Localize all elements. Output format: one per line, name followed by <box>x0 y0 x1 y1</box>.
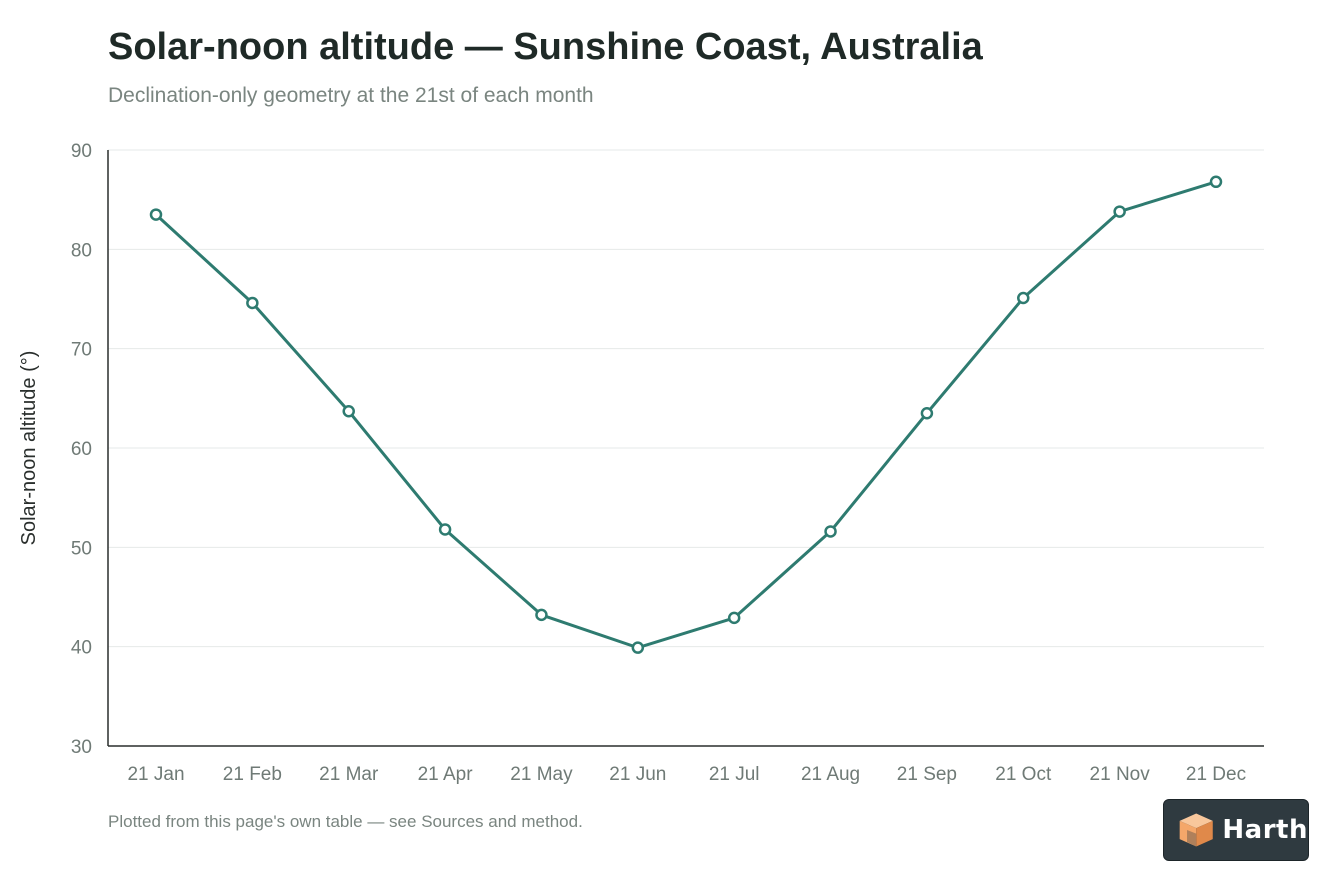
y-axis-title: Solar-noon altitude (°) <box>18 351 40 546</box>
x-tick-label: 21 Jun <box>609 764 666 785</box>
data-point[interactable] <box>727 611 741 625</box>
data-point[interactable] <box>342 404 355 418</box>
x-tick-label: 21 Nov <box>1090 764 1151 785</box>
harth-logo-badge[interactable]: Harth <box>1163 799 1309 861</box>
x-tick-label: 21 Aug <box>801 764 860 785</box>
x-tick-label: 21 Sep <box>897 764 957 785</box>
x-tick-label: 21 Apr <box>418 764 474 785</box>
data-point[interactable] <box>824 525 837 538</box>
x-tick-label: 21 Jan <box>127 764 184 785</box>
cube-logo-icon <box>1179 813 1213 847</box>
y-tick-label: 80 <box>71 240 92 261</box>
axes <box>107 150 1264 747</box>
data-point[interactable] <box>535 608 548 622</box>
data-point[interactable] <box>1113 205 1126 218</box>
data-point[interactable] <box>246 296 259 310</box>
y-tick-label: 40 <box>71 638 92 659</box>
data-point[interactable] <box>920 406 934 420</box>
x-tick-label: 21 Dec <box>1186 764 1246 785</box>
logo-text: Harth <box>1222 815 1308 845</box>
y-tick-label: 70 <box>71 340 92 361</box>
y-tick-label: 30 <box>71 737 92 758</box>
data-point[interactable] <box>631 641 645 654</box>
data-point[interactable] <box>1017 291 1030 305</box>
chart-footnote: Plotted from this page's own table — see… <box>108 812 583 831</box>
x-tick-label: 21 Feb <box>223 764 282 785</box>
tick-labels: 30 40 50 60 70 80 90 21 Jan 21 Feb 21 Mar 21 Apr 21… <box>71 141 1246 785</box>
y-tick-label: 60 <box>71 439 92 460</box>
data-point[interactable] <box>1209 175 1223 189</box>
y-tick-label: 50 <box>71 538 92 559</box>
x-tick-label: 21 Jul <box>709 764 760 785</box>
chart-subtitle: Declination-only geometry at the 21st of… <box>108 84 594 107</box>
data-point[interactable] <box>149 208 163 221</box>
x-tick-label: 21 Oct <box>995 764 1052 785</box>
series-line-group <box>154 180 1217 650</box>
y-tick-label: 90 <box>71 141 92 162</box>
chart-title: Solar-noon altitude — Sunshine Coast, Au… <box>108 26 983 68</box>
data-points <box>149 175 1223 654</box>
x-tick-label: 21 Mar <box>319 764 379 785</box>
x-tick-label: 21 May <box>510 764 573 785</box>
data-point[interactable] <box>438 523 452 536</box>
gridlines <box>108 149 1264 648</box>
series-line <box>154 180 1217 650</box>
